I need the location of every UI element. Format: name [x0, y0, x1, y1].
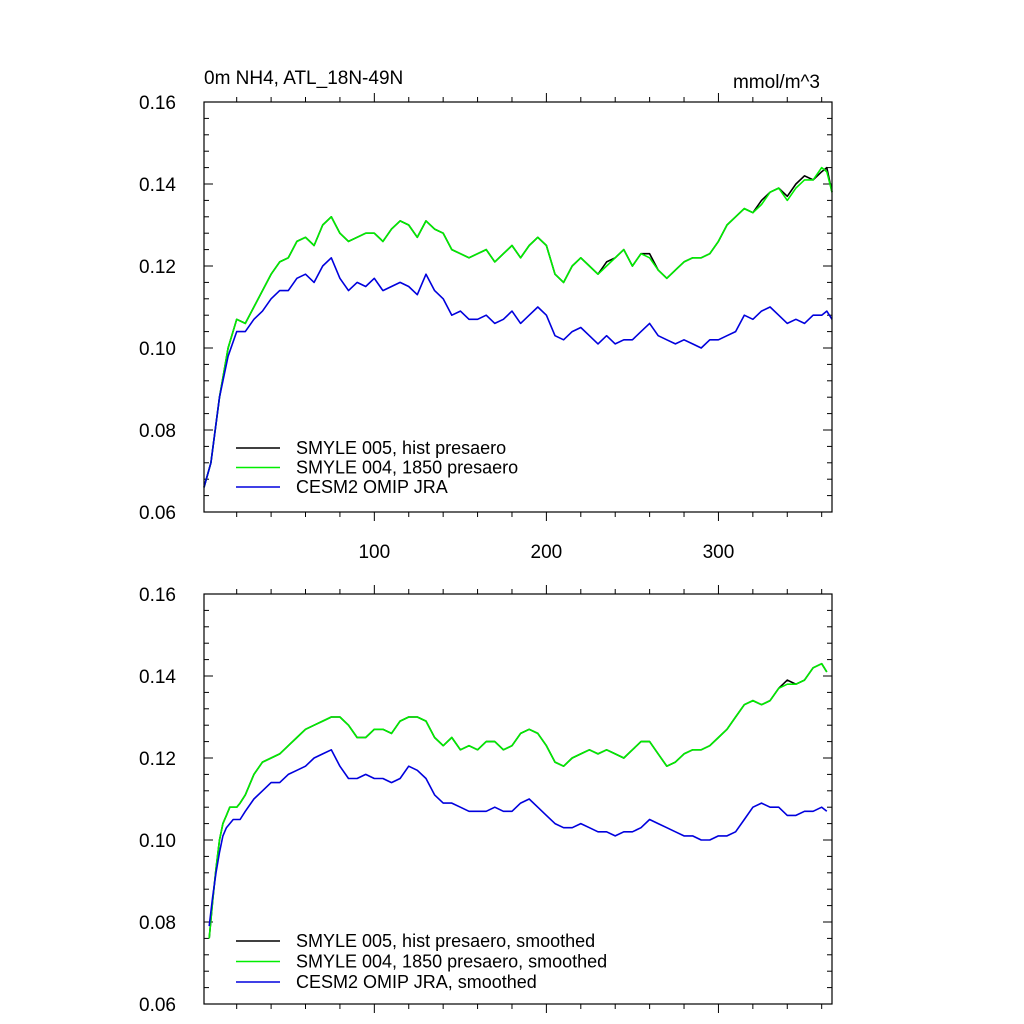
bottom-y-tick-label: 0.12: [139, 749, 176, 770]
top-series-smyle-004-1850-presaero: [203, 166, 833, 488]
top-x-tick-label: 100: [358, 542, 390, 563]
top-y-tick-label: 0.12: [139, 257, 176, 278]
bottom-panel: 0.06 0.08 0.10 0.12 0.14 0.16 SMYLE 005, hist…: [139, 585, 833, 1016]
bottom-y-tick-label: 0.06: [139, 995, 176, 1016]
top-y-tick-label: 0.14: [139, 175, 176, 196]
top-legend-label-smyle-004-1850-presaero: SMYLE 004, 1850 presaero: [296, 458, 518, 478]
bottom-legend-label-cesm2-omip-jra-smoothed: CESM2 OMIP JRA, smoothed: [296, 972, 537, 992]
top-panel-title-left: 0m NH4, ATL_18N-49N: [204, 68, 403, 89]
bottom-legend-label-smyle-004-1850-presaero-smoothed: SMYLE 004, 1850 presaero, smoothed: [296, 952, 607, 972]
bottom-legend-label-smyle-005-hist-presaero-smoothed: SMYLE 005, hist presaero, smoothed: [296, 931, 595, 951]
bottom-y-tick-label: 0.16: [139, 585, 176, 606]
bottom-y-tick-label: 0.08: [139, 913, 176, 934]
bottom-panel-series: [208, 662, 828, 939]
bottom-y-tick-label: 0.10: [139, 831, 176, 852]
bottom-series-smyle-004-1850-presaero-smoothed: [208, 662, 828, 939]
bottom-series-cesm2-omip-jra-smoothed: [208, 748, 828, 927]
top-series-cesm2-omip-jra: [203, 256, 833, 488]
top-y-tick-label: 0.16: [139, 93, 176, 114]
top-legend-label-smyle-005-hist-presaero: SMYLE 005, hist presaero: [296, 438, 506, 458]
top-x-tick-label: 300: [703, 542, 735, 563]
top-panel-ticks: 0.06 0.08 0.10 0.12 0.14 0.16 100 200 300: [139, 93, 832, 563]
top-y-tick-label: 0.06: [139, 503, 176, 524]
top-panel-series: [203, 166, 833, 488]
bottom-panel-legend: SMYLE 005, hist presaero, smoothedSMYLE …: [236, 931, 607, 992]
top-y-tick-label: 0.10: [139, 339, 176, 360]
top-panel-frame: [203, 101, 833, 513]
top-panel: 0m NH4, ATL_18N-49N mmol/m^3 0.06 0.08 0.1…: [139, 68, 833, 563]
bottom-panel-frame: [203, 593, 833, 1005]
top-legend-label-cesm2-omip-jra: CESM2 OMIP JRA: [296, 477, 448, 497]
top-x-tick-label: 200: [531, 542, 563, 563]
top-panel-units-label: mmol/m^3: [733, 72, 820, 93]
bottom-y-tick-label: 0.14: [139, 667, 176, 688]
top-y-tick-label: 0.08: [139, 421, 176, 442]
